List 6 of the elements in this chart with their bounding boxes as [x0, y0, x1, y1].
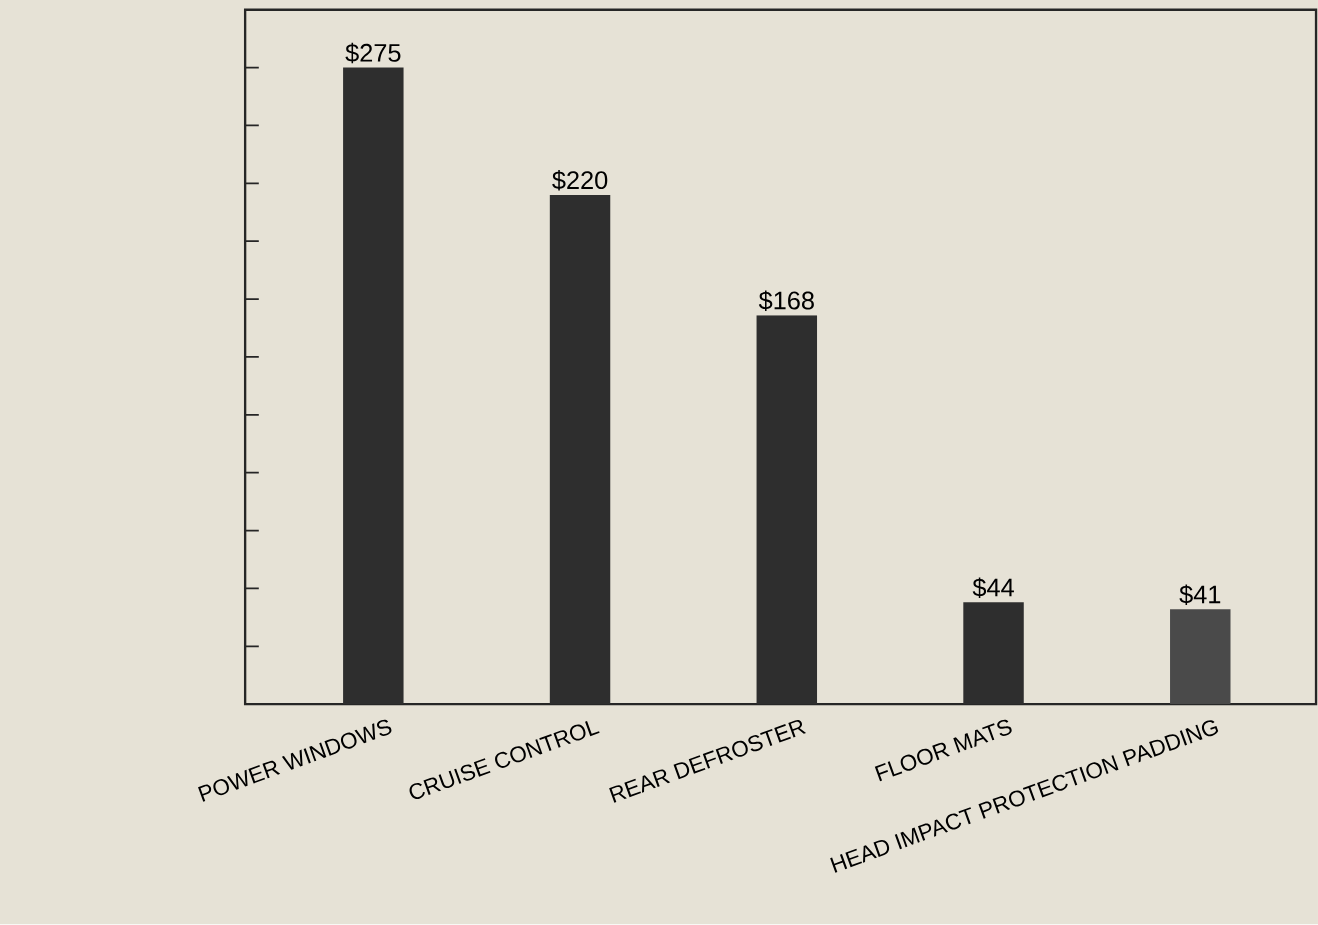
- data-label: $41: [1179, 584, 1221, 606]
- data-label: $220: [552, 170, 608, 191]
- bar: [1170, 609, 1231, 705]
- data-label: $168: [758, 290, 814, 312]
- data-label: $44: [972, 577, 1014, 599]
- data-label: $275: [345, 42, 401, 64]
